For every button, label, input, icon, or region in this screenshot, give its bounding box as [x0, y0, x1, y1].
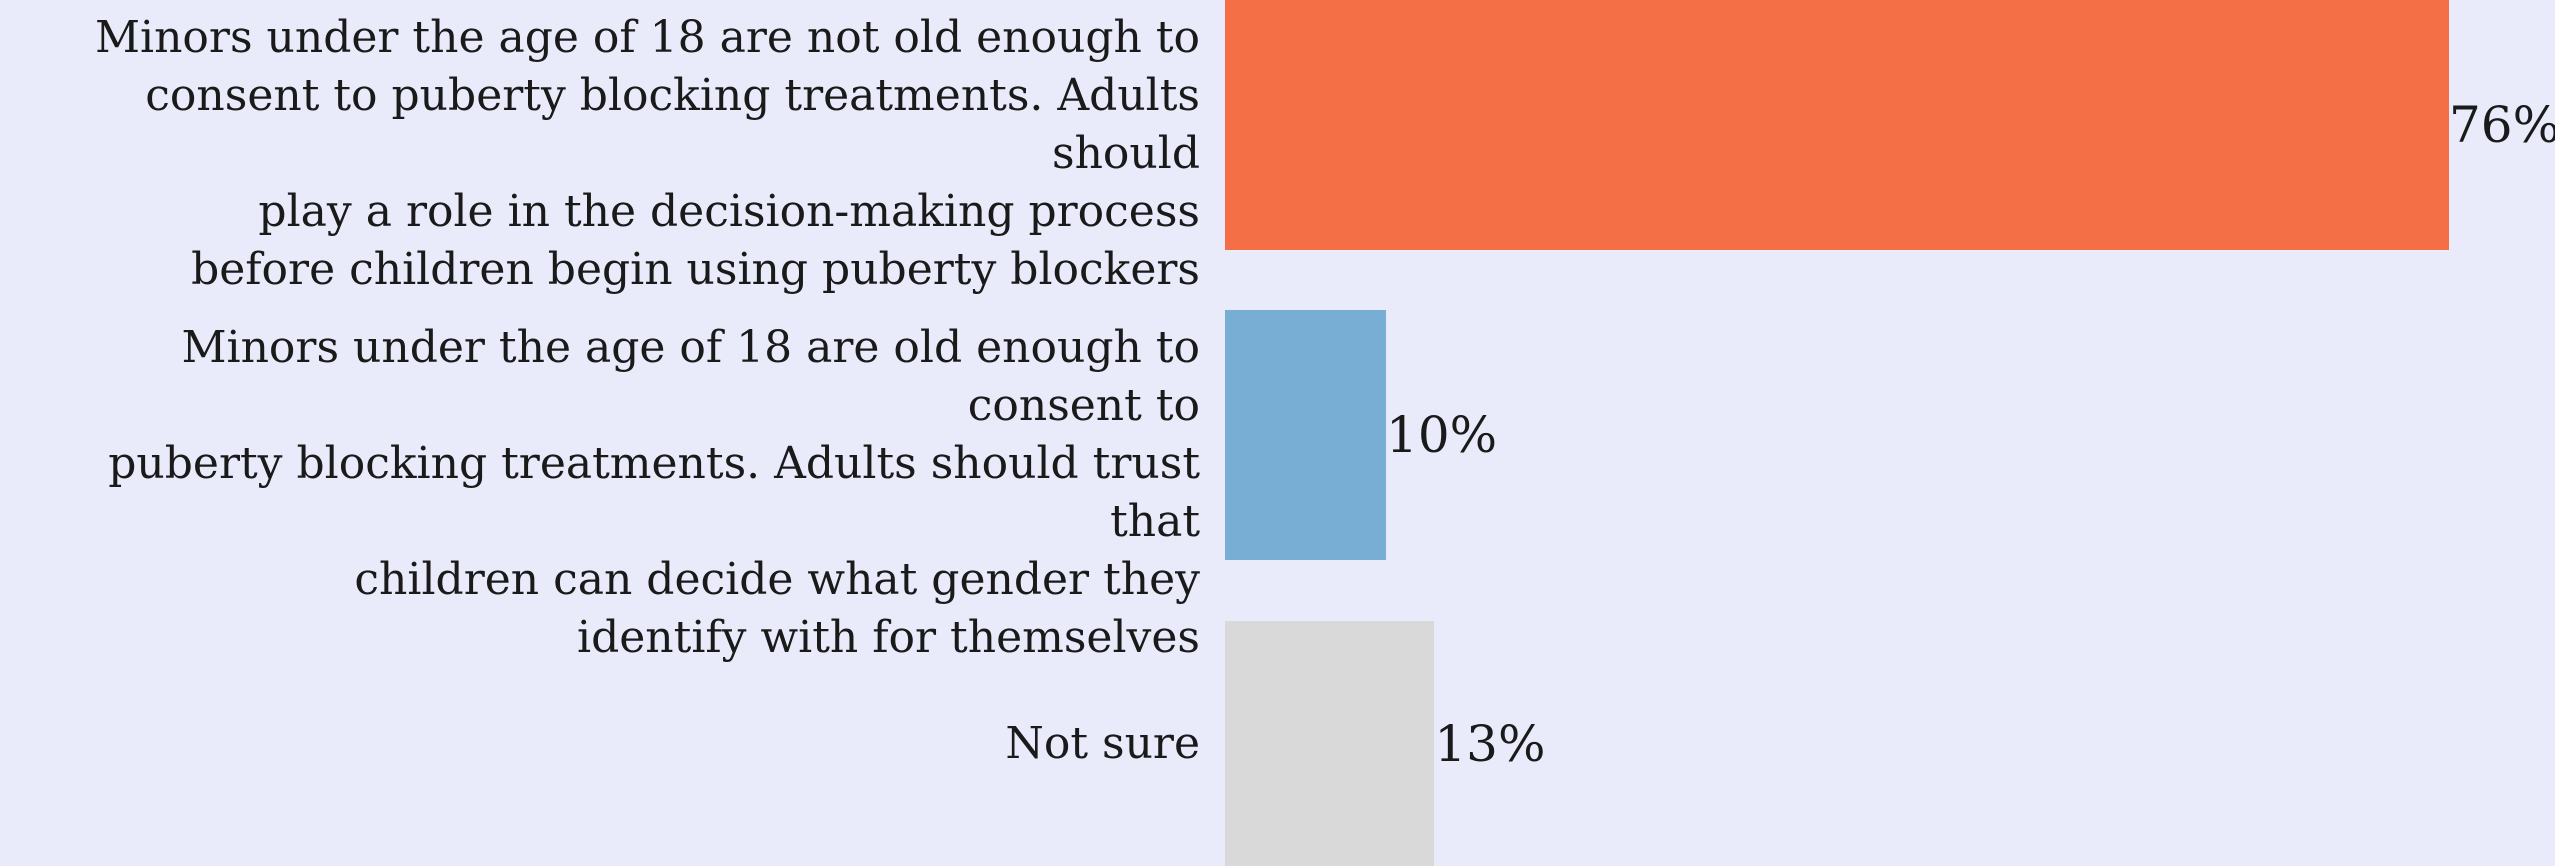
value-label-1: 76%	[2449, 96, 2555, 154]
bar-3	[1225, 621, 1435, 866]
bar-2	[1225, 310, 1387, 560]
category-label-1: Minors under the age of 18 are not old e…	[94, 12, 1200, 295]
category-label-2: Minors under the age of 18 are old enoug…	[108, 322, 1200, 663]
value-label-2: 10%	[1386, 406, 1498, 464]
bar-1	[1225, 0, 2449, 250]
value-label-3: 13%	[1434, 715, 1546, 773]
category-label-3: Not sure	[1005, 718, 1200, 769]
